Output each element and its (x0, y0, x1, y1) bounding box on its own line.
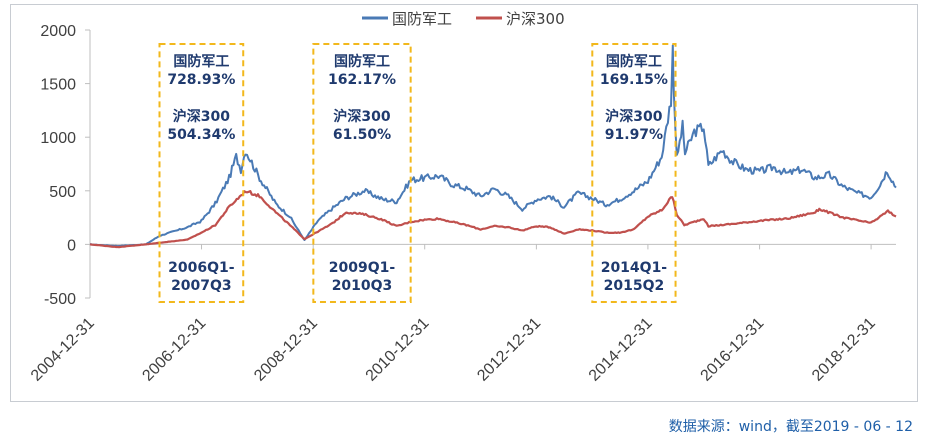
annotation-period-end: 2007Q3 (171, 278, 232, 294)
annotation-industry-label: 国防军工 (173, 53, 229, 70)
annotation-period-start: 2006Q1- (168, 260, 235, 276)
x-tick-label: 2006-12-31 (139, 315, 209, 385)
y-tick-label: 1000 (40, 130, 76, 147)
annotation-index-return: 504.34% (167, 127, 235, 143)
x-tick-label: 2014-12-31 (586, 315, 656, 385)
annotation-period-start: 2009Q1- (329, 260, 396, 276)
y-tick-label: 500 (49, 184, 76, 201)
series-line-defense (89, 44, 897, 248)
source-note: 数据来源：wind，截至2019 - 06 - 12 (668, 419, 913, 435)
legend-label: 国防军工 (392, 10, 452, 28)
annotation-industry-label: 国防军工 (334, 53, 390, 70)
annotation-index-label: 沪深300 (605, 108, 662, 125)
x-tick-label: 2004-12-31 (28, 315, 98, 385)
highlight-period-box (158, 43, 245, 303)
x-tick-label: 2010-12-31 (363, 315, 433, 385)
highlight-period-box (312, 43, 412, 303)
series-line-csi300 (89, 190, 897, 249)
annotation-industry-return: 169.15% (600, 72, 668, 88)
annotation-industry-return: 162.17% (328, 72, 396, 88)
x-tick-label: 2012-12-31 (474, 315, 544, 385)
y-tick-label: 0 (67, 237, 76, 254)
y-tick-label: -500 (44, 291, 76, 308)
chart-frame (10, 4, 918, 402)
annotation-period-start: 2014Q1- (601, 260, 668, 276)
annotation-period-end: 2010Q3 (332, 278, 393, 294)
annotation-index-return: 61.50% (333, 127, 391, 143)
annotation-index-return: 91.97% (605, 127, 663, 143)
y-tick-label: 2000 (40, 23, 76, 40)
annotation-index-label: 沪深300 (173, 108, 230, 125)
x-tick-label: 2008-12-31 (251, 315, 321, 385)
annotation-period-end: 2015Q2 (604, 278, 665, 294)
annotation-industry-label: 国防军工 (606, 53, 662, 70)
annotation-index-label: 沪深300 (333, 108, 390, 125)
annotation-industry-return: 728.93% (167, 72, 235, 88)
legend-label: 沪深300 (506, 10, 565, 28)
x-tick-label: 2016-12-31 (698, 315, 768, 385)
highlight-period-box (591, 43, 677, 303)
x-tick-label: 2018-12-31 (809, 315, 879, 385)
y-tick-label: 1500 (40, 77, 76, 94)
